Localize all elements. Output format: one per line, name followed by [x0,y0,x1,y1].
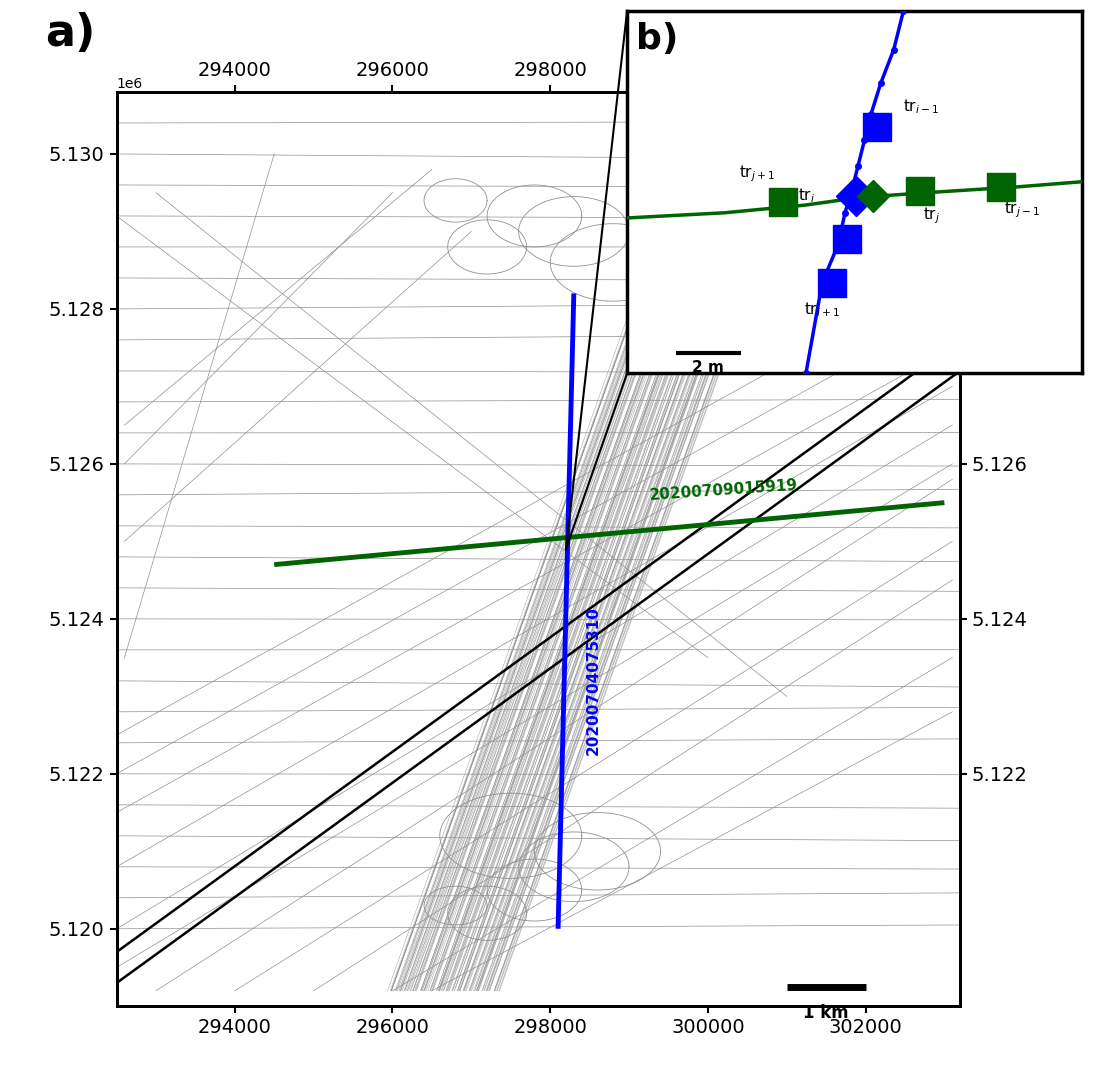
Text: $\mathrm{tr}_{i}$: $\mathrm{tr}_{i}$ [798,186,816,206]
Text: $\mathrm{tr}_{i-1}$: $\mathrm{tr}_{i-1}$ [904,97,940,116]
Text: b): b) [636,22,678,55]
Text: $\mathrm{tr}_{j+1}$: $\mathrm{tr}_{j+1}$ [739,163,775,184]
Text: 2 m: 2 m [693,360,725,375]
Text: 20200704075310: 20200704075310 [586,606,601,755]
Text: 1 km: 1 km [804,1004,849,1021]
Text: $\mathrm{tr}_{j-1}$: $\mathrm{tr}_{j-1}$ [1005,200,1040,221]
Text: $\mathrm{tr}_{i+1}$: $\mathrm{tr}_{i+1}$ [804,301,840,319]
Text: $\mathrm{tr}_{j}$: $\mathrm{tr}_{j}$ [922,204,940,226]
Text: 20200709015919: 20200709015919 [649,477,798,503]
Text: a): a) [44,12,95,55]
